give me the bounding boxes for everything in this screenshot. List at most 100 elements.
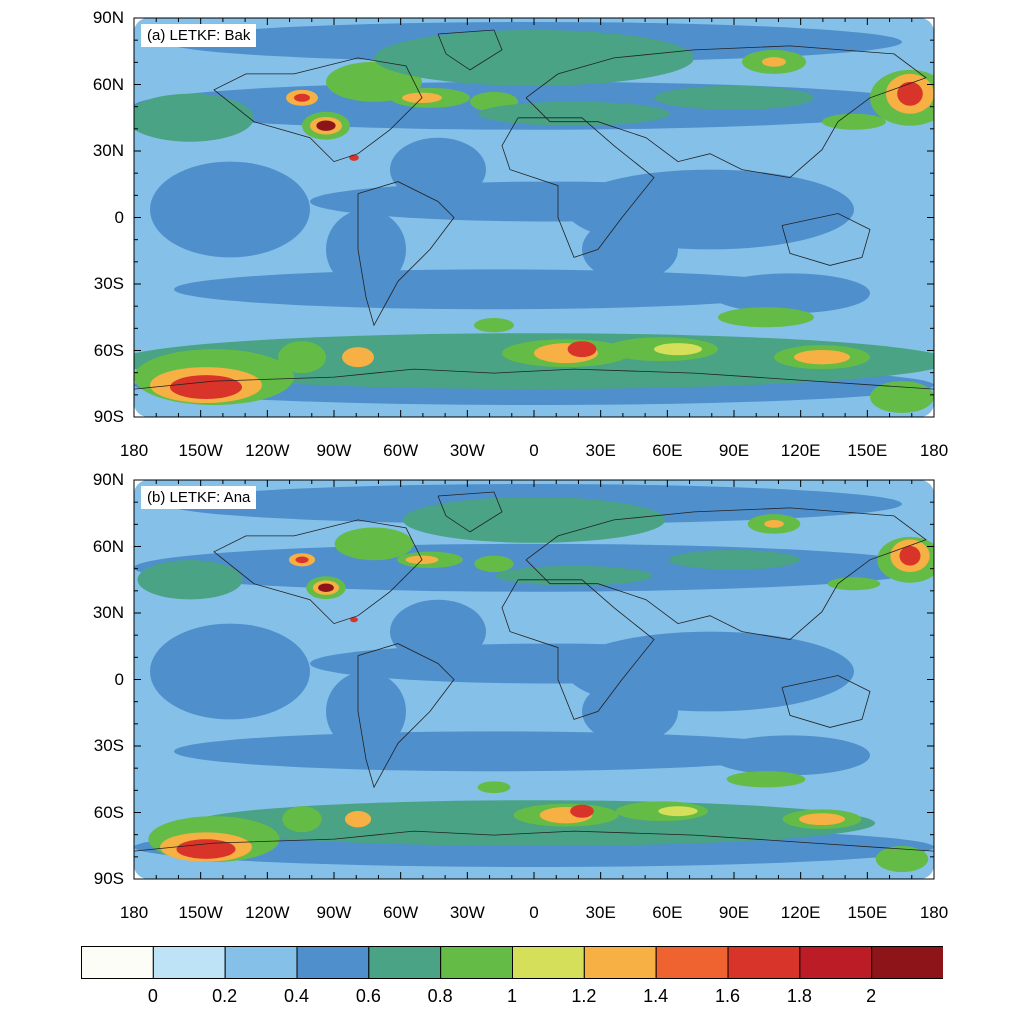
colorbar-legend: 0 0.2 0.4 0.6 0.8 1 1.2 1.4 1.6 1.8 2	[81, 946, 945, 1024]
colorbar-box	[583, 946, 657, 979]
colorbar-level-label: 1.2	[571, 986, 597, 1006]
colorbar-level-label: 0.6	[355, 986, 381, 1006]
field-contour	[710, 735, 870, 776]
lon-tick-label: 180	[119, 441, 149, 460]
coastline	[134, 830, 934, 852]
coastline	[437, 491, 503, 533]
lon-tick-label: 120E	[780, 903, 821, 922]
field-contour	[282, 806, 322, 833]
field-contour	[390, 137, 486, 202]
lon-tick-label: 180	[919, 903, 949, 922]
colorbar-box	[871, 946, 945, 979]
map-plot-area	[133, 17, 935, 418]
lat-tick-label: 90N	[92, 470, 124, 489]
lat-tick-label: 30S	[93, 736, 124, 755]
field-contour	[710, 273, 870, 314]
lat-tick-label: 90S	[93, 407, 124, 426]
coastline	[525, 507, 927, 641]
lon-tick-label: 180	[919, 441, 949, 460]
lon-tick-label: 60E	[652, 903, 683, 922]
field-shading	[134, 480, 934, 879]
field-contour	[174, 269, 814, 310]
lat-tick-label: 0	[114, 207, 124, 227]
coastline	[525, 45, 927, 179]
field-contour	[875, 845, 929, 873]
colorbar-box	[799, 946, 873, 979]
colorbar-level-label: 0	[147, 986, 158, 1006]
lat-tick-label: 30N	[92, 603, 124, 622]
field-contour	[764, 519, 784, 528]
colorbar-box	[655, 946, 729, 979]
field-contour	[658, 806, 698, 817]
coastline	[781, 213, 871, 266]
coastline	[357, 643, 455, 789]
lat-tick-label: 60S	[93, 802, 124, 822]
field-contour	[294, 93, 310, 102]
panel-title: (b) LETKF: Ana	[141, 486, 257, 509]
colorbar-level-label: 1	[506, 986, 518, 1006]
field-contour	[150, 623, 310, 720]
field-contour	[899, 545, 921, 566]
coastline	[501, 117, 655, 258]
colorbar-level-label: 1.4	[643, 986, 669, 1006]
colorbar-box	[224, 946, 298, 979]
field-contour	[477, 781, 511, 794]
colorbar-level-label: 2	[866, 986, 877, 1006]
field-contour	[350, 617, 358, 623]
field-contour	[654, 85, 814, 110]
lon-tick-label: 120E	[780, 441, 821, 460]
lon-tick-label: 150E	[847, 441, 888, 460]
map-panel-analysis: (b) LETKF: Ana 90N 60N 30N 0 30S 60S 90S 180 150…	[0, 462, 1024, 924]
field-contour	[137, 560, 243, 600]
field-contour	[822, 113, 886, 130]
field-contour	[334, 527, 414, 561]
lat-tick-label: 0	[114, 669, 124, 689]
lon-tick-label: 30E	[585, 441, 616, 460]
colorbar-level-label: 0.2	[212, 986, 238, 1006]
field-contour	[326, 209, 406, 290]
field-contour	[278, 341, 326, 374]
colorbar-level-label: 1.8	[786, 986, 812, 1006]
lon-tick-label: 60W	[383, 441, 419, 460]
colorbar-box	[296, 946, 370, 979]
field-contour	[390, 599, 486, 664]
coastline	[134, 368, 934, 390]
panel-title: (a) LETKF: Bak	[141, 24, 257, 47]
lon-tick-label: 180	[119, 903, 149, 922]
lon-tick-label: 150W	[178, 903, 223, 922]
lat-tick-label: 60N	[92, 74, 124, 94]
colorbar-box	[81, 946, 154, 979]
field-contour	[316, 120, 336, 131]
lon-tick-label: 150E	[847, 903, 888, 922]
field-contour	[174, 731, 814, 772]
lat-tick-label: 60N	[92, 536, 124, 556]
field-contour	[718, 307, 814, 328]
colorbar-box	[512, 946, 585, 979]
field-contour	[176, 839, 236, 859]
lon-tick-label: 90E	[718, 441, 750, 460]
lon-tick-label: 90E	[718, 903, 750, 922]
coastline	[437, 29, 503, 71]
field-contour	[567, 341, 597, 358]
field-shading	[134, 18, 934, 417]
colorbar-box	[440, 946, 513, 979]
field-contour	[570, 804, 594, 818]
colorbar-level-label: 0.4	[283, 986, 310, 1006]
field-contour	[134, 93, 254, 142]
lon-tick-label: 90W	[316, 903, 352, 922]
field-contour	[342, 347, 374, 368]
field-contour	[726, 771, 806, 788]
field-contour	[897, 81, 923, 106]
colorbar-boxes	[81, 946, 945, 979]
coastline	[781, 675, 871, 728]
lon-tick-label: 30W	[449, 441, 485, 460]
field-contour	[794, 349, 850, 365]
coastline	[213, 519, 423, 625]
field-contour	[870, 381, 934, 414]
lon-tick-label: 30W	[449, 903, 485, 922]
field-contour	[762, 57, 786, 67]
field-contour	[374, 29, 694, 86]
field-contour	[478, 101, 670, 126]
colorbar-level-label: 1.6	[714, 986, 741, 1006]
lon-tick-label: 120W	[245, 903, 290, 922]
